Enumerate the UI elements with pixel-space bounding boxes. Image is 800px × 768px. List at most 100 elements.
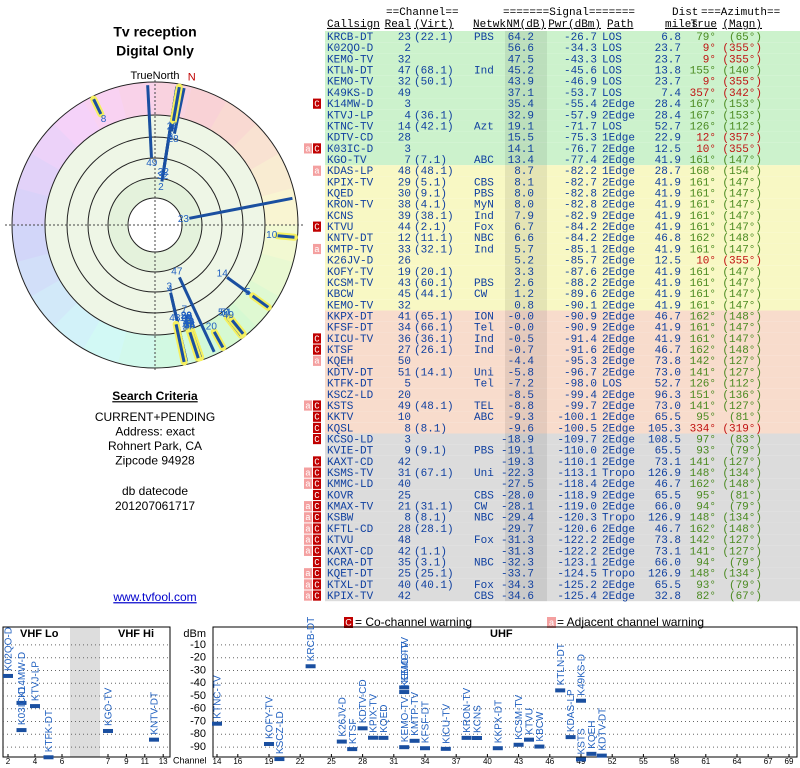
cell-virt: (44.1) xyxy=(414,289,454,301)
cell-magn: (147°) xyxy=(722,278,762,290)
cell-magn: (112°) xyxy=(722,121,762,133)
cell-callsign: KCRA-DT xyxy=(327,557,374,569)
table-row xyxy=(325,478,800,490)
cell-pwr: -46.9 xyxy=(564,77,597,89)
cell-dist: 126.9 xyxy=(648,513,681,525)
cell-dist: 65.5 xyxy=(655,490,681,502)
row-background xyxy=(325,433,800,445)
warning-letter: C xyxy=(314,536,320,546)
cell-real: 20 xyxy=(398,390,411,402)
cell-real: 19 xyxy=(398,267,411,279)
warning-letter: a xyxy=(305,468,311,478)
warning-icon xyxy=(313,143,321,154)
cell-path: 1Edge xyxy=(602,166,635,178)
cell-path: 2Edge xyxy=(602,189,635,201)
warning-letter: C xyxy=(314,468,320,478)
cell-virt: (31.1) xyxy=(414,502,454,514)
cell-pwr: -95.3 xyxy=(564,356,597,368)
warning-letter: C xyxy=(314,591,320,601)
cell-dist: 41.9 xyxy=(655,211,681,223)
table-row xyxy=(325,534,800,546)
y-tick-label: -30 xyxy=(190,664,206,676)
signal-label: KKPX-DT xyxy=(493,700,504,743)
table-row xyxy=(325,98,800,110)
warning-letter: a xyxy=(305,502,311,512)
cell-netwk: Azt xyxy=(474,121,494,133)
table-row xyxy=(325,243,800,255)
signal-marker xyxy=(534,744,545,749)
cell-real: 8 xyxy=(404,513,411,525)
row-background xyxy=(325,511,800,523)
x-tick-label: 19 xyxy=(265,757,274,766)
row-background xyxy=(325,478,800,490)
cell-real: 32 xyxy=(398,77,411,89)
table-row xyxy=(325,276,800,289)
cell-netwk: Fox xyxy=(474,580,494,592)
cell-real: 38 xyxy=(398,200,411,212)
row-background xyxy=(325,131,800,143)
warning-icon xyxy=(304,523,312,534)
station-channel: 3 xyxy=(167,282,173,293)
cell-callsign: KFTL-CD xyxy=(327,524,374,536)
cell-pwr: -113.1 xyxy=(557,468,597,480)
cell-true: 94° xyxy=(696,502,716,514)
cell-real: 48 xyxy=(398,535,411,547)
station-channel: 41 xyxy=(182,320,194,331)
signal-marker xyxy=(16,728,27,733)
warning-icon xyxy=(313,579,321,590)
warning-icon xyxy=(304,534,312,545)
cell-nm: 8.7 xyxy=(514,166,534,178)
cell-callsign: KCSM-TV xyxy=(327,278,374,290)
cell-virt: (32.1) xyxy=(414,244,454,256)
cell-callsign: KAXT-CD xyxy=(327,546,374,558)
criteria-line: Zipcode 94928 xyxy=(115,454,195,468)
column-header: True xyxy=(691,19,717,31)
cell-dist: 23.7 xyxy=(655,43,681,55)
cell-true: 95° xyxy=(696,412,716,424)
legend-icon xyxy=(344,617,353,628)
cell-path: 2Edge xyxy=(602,155,635,167)
station-channel: 28 xyxy=(168,134,180,145)
site-link[interactable]: www.tvfool.com xyxy=(112,590,196,604)
legend-text: = Co-channel warning xyxy=(355,615,472,629)
cell-callsign: KQED xyxy=(327,189,354,201)
warning-icon xyxy=(313,534,321,545)
cell-true: 141° xyxy=(690,457,716,469)
station-channel: 23 xyxy=(178,214,190,225)
title: Tv reception xyxy=(113,24,196,40)
signal-marker xyxy=(565,735,576,740)
x-tick-label: 25 xyxy=(327,757,336,766)
cell-dist: 28.4 xyxy=(655,110,682,122)
cell-pwr: -110.0 xyxy=(557,446,597,458)
cell-callsign: KOFY-TV xyxy=(327,267,374,279)
x-tick-label: 49 xyxy=(577,757,586,766)
cell-nm: -31.3 xyxy=(501,546,534,558)
x-tick-label: 69 xyxy=(785,757,794,766)
table-row xyxy=(325,86,800,99)
cell-callsign: KEMO-TV xyxy=(327,54,374,66)
cell-dist: 73.0 xyxy=(655,367,681,379)
station-ray xyxy=(189,196,293,220)
cell-virt: (68.1) xyxy=(414,66,454,78)
cell-nm: -5.8 xyxy=(508,367,534,379)
cell-magn: (112°) xyxy=(722,379,762,391)
table-row xyxy=(325,411,800,423)
cell-netwk: Tel xyxy=(474,323,494,335)
cell-pwr: -45.6 xyxy=(564,66,597,78)
cell-true: 161° xyxy=(690,323,716,335)
cell-callsign: KDAS-LP xyxy=(327,166,374,178)
cell-nm: 47.5 xyxy=(508,54,534,66)
cell-callsign: KSBW xyxy=(327,513,354,525)
cell-true: 161° xyxy=(690,244,716,256)
cell-true: 148° xyxy=(690,513,716,525)
cell-nm: 14.1 xyxy=(508,144,535,156)
cell-true: 334° xyxy=(690,423,716,435)
cell-real: 9 xyxy=(404,446,411,458)
cell-path: 2Edge xyxy=(602,244,635,256)
cell-magn: (67°) xyxy=(729,591,762,603)
station-channel: 29 xyxy=(181,311,193,322)
station-channel: 50 xyxy=(218,307,230,318)
group-header: =======Signal======= xyxy=(503,7,635,19)
cell-dist: 41.9 xyxy=(655,200,681,212)
cell-magn: (153°) xyxy=(722,99,762,111)
